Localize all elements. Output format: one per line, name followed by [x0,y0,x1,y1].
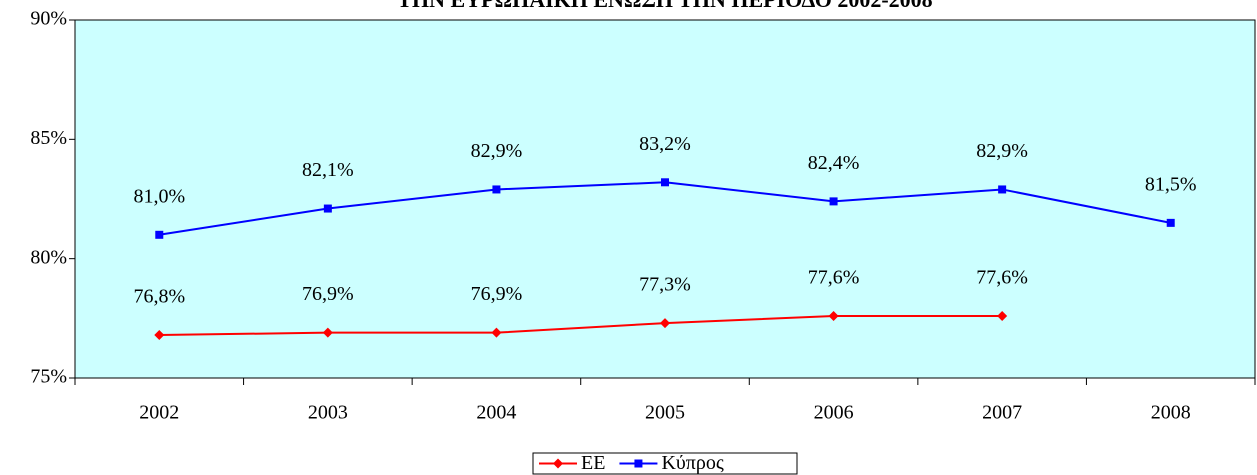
point [661,178,669,187]
data-label: 82,1% [302,159,354,181]
point [491,327,502,338]
x-tick-label: 2004 [476,402,516,424]
data-label: 77,3% [639,274,691,296]
y-tick-label: 80% [30,246,67,268]
x-tick-label: 2005 [645,402,685,424]
chart-title: ΤΗΝ ΕΥΡΩΠΑΪΚΗ ΕΝΩΣΗ ΤΗΝ ΠΕΡΙΟΔΟ 2002-200… [397,0,932,12]
x-tick-label: 2003 [308,402,348,424]
legend-marker [553,458,563,469]
data-label: 82,9% [471,140,523,162]
x-tick-label: 2002 [139,402,179,424]
data-label: 82,4% [808,152,860,174]
point [998,185,1007,194]
legend-label: ΕΕ [581,452,605,474]
data-label: 82,9% [976,140,1028,162]
point [154,330,165,341]
data-label: 77,6% [808,267,860,289]
legend-box [532,452,798,475]
x-tick-label: 2008 [1151,402,1191,424]
point [323,204,332,213]
point [155,230,164,239]
point [997,310,1008,321]
point [660,318,670,329]
data-label: 76,9% [471,283,523,305]
data-label: 76,8% [133,286,185,308]
data-label: 81,0% [133,185,185,207]
point [1166,218,1175,227]
point [828,310,839,321]
data-label: 76,9% [302,283,354,305]
y-tick-label: 90% [30,8,67,30]
x-tick-label: 2007 [982,402,1022,424]
y-tick-label: 75% [30,366,67,388]
data-label: 77,6% [976,267,1028,289]
y-tick-label: 85% [30,127,67,149]
data-label: 81,5% [1145,173,1197,195]
point [829,197,838,206]
series-line [159,314,1003,337]
legend-label: Κύπρος [661,452,723,474]
x-tick-label: 2006 [814,402,854,424]
data-label: 83,2% [639,133,691,155]
point [492,185,501,194]
legend-marker [634,459,643,468]
point [322,327,333,338]
